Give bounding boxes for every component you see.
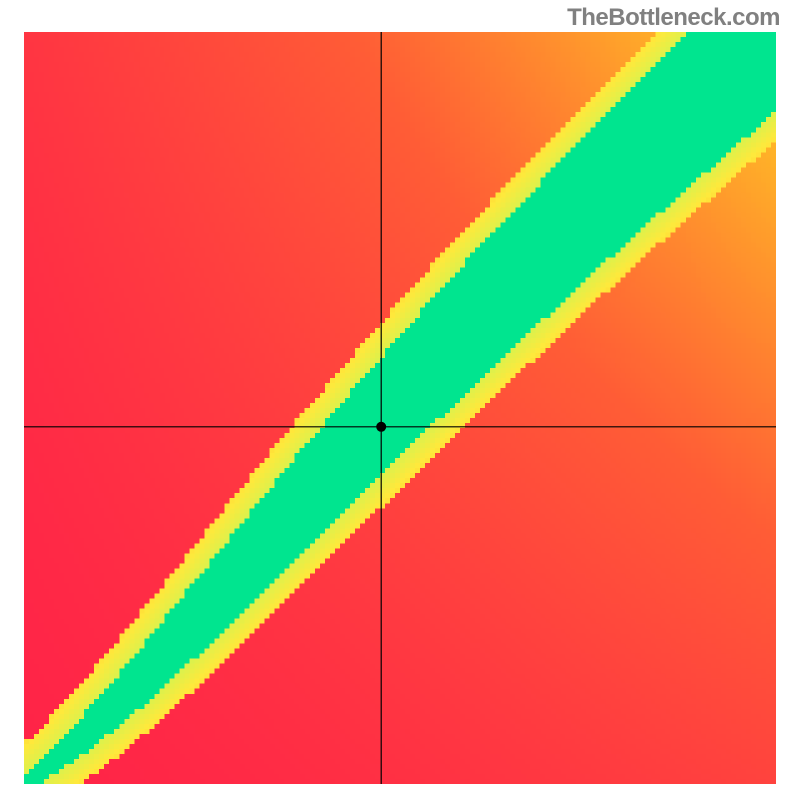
chart-container: TheBottleneck.com xyxy=(0,0,800,800)
watermark-text: TheBottleneck.com xyxy=(567,4,780,32)
heatmap-canvas xyxy=(24,32,776,784)
